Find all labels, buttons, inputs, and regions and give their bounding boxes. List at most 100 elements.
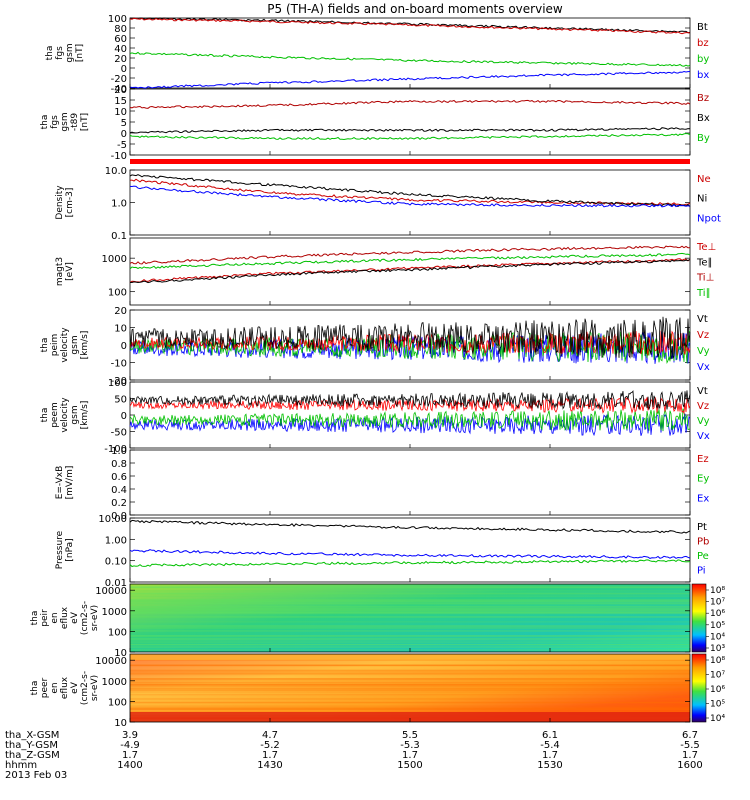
y-axis-label-line: tha	[30, 681, 40, 696]
y-axis-label-line: (cm2-s-	[80, 601, 90, 635]
spectrogram-band	[130, 706, 690, 709]
spectrogram-band	[130, 654, 690, 660]
legend-entry: Pi	[697, 566, 706, 577]
spectrogram-band	[130, 611, 690, 613]
y-axis-label: tha peer en eflux eV (cm2-s-sr-eV)	[30, 671, 100, 705]
legend-entry: Vz	[697, 401, 709, 412]
colorbar-label: 10⁸	[710, 656, 725, 666]
spectrogram-band	[130, 678, 690, 680]
spectrogram-band	[130, 698, 690, 700]
x-axis-value: -5.2	[260, 740, 280, 751]
y-axis-label-line: [km/s]	[80, 331, 90, 360]
colorbar-label: 10⁷	[710, 598, 725, 608]
spectrogram-band	[130, 590, 690, 592]
spectrogram-band	[130, 641, 690, 643]
y-tick-label: 1000	[102, 677, 127, 688]
spectrogram-band	[130, 616, 690, 618]
legend-entry: Ey	[697, 474, 709, 485]
y-tick-label: 100	[108, 627, 127, 638]
spectrogram-band	[130, 602, 690, 605]
legend-entry: bx	[697, 70, 709, 81]
x-axis-value: 6.7	[682, 730, 698, 741]
y-tick-label: 100	[108, 14, 127, 25]
y-tick-label: 0.01	[105, 578, 127, 589]
y-tick-label: -50	[111, 428, 127, 439]
colorbar-label: 10⁷	[710, 671, 725, 681]
y-axis-label: magt3 [eV]	[55, 257, 75, 286]
legend-entry: Bz	[697, 93, 709, 104]
spectrogram-image	[130, 654, 690, 722]
series-line	[129, 258, 691, 284]
colorbar	[691, 653, 707, 723]
y-axis-label-line: en	[50, 682, 60, 693]
y-tick-label: 10000	[95, 656, 127, 667]
series-line	[129, 245, 691, 265]
y-axis-label-line: [eV]	[65, 262, 75, 281]
panel-frame	[129, 381, 691, 449]
y-axis-label-line: [mV/m]	[65, 466, 75, 500]
y-axis-label-line: fgs	[55, 46, 65, 60]
spectrogram-band	[130, 608, 690, 611]
y-axis-label-line: magt3	[55, 257, 65, 286]
y-axis-label-line: peem	[50, 402, 60, 428]
y-axis-label-line: E=-VxB	[55, 466, 65, 500]
colorbar-label: 10³	[710, 644, 725, 654]
y-tick-label: 20	[114, 54, 127, 65]
x-axis-value: 3.9	[122, 730, 138, 741]
y-tick-label: -20	[111, 74, 127, 85]
colorbar-label: 10⁴	[710, 632, 725, 642]
y-tick-label: 100	[108, 378, 127, 389]
legend-entry: Ex	[697, 493, 709, 504]
y-axis-label-line: tha	[45, 46, 55, 61]
spectrogram-band	[130, 673, 690, 676]
legend-entry: By	[697, 133, 710, 144]
y-axis-label-line: [nT]	[80, 113, 90, 131]
x-axis-value: 1530	[537, 760, 562, 771]
x-axis-row-label: tha_X-GSM	[5, 730, 59, 741]
legend-entry: Te∥	[696, 257, 713, 268]
spectrogram-band	[130, 593, 690, 595]
spectrogram-band	[130, 612, 690, 615]
spectrogram-band	[130, 670, 690, 672]
colorbar-label: 10⁵	[710, 621, 725, 631]
y-axis-label-line: gsm	[70, 405, 80, 424]
y-tick-label: 20	[114, 85, 127, 96]
spectrogram-band	[130, 608, 690, 611]
legend-entry: Vt	[697, 314, 708, 325]
spectrogram-band	[130, 701, 690, 704]
flag-bar	[130, 159, 690, 164]
y-axis-label-line: Density	[55, 185, 65, 220]
spectrogram-band	[130, 635, 690, 637]
y-tick-label: -100	[104, 444, 127, 455]
y-axis-label-line: [km/s]	[80, 401, 90, 430]
spectrogram-band	[130, 687, 690, 690]
x-axis-value: -5.3	[400, 740, 420, 751]
series-line	[129, 559, 691, 568]
series-line	[129, 99, 691, 109]
y-tick-label: 10	[114, 718, 127, 729]
y-axis-label-line: [nPa]	[65, 538, 75, 561]
y-tick-label: 50	[114, 395, 127, 406]
spectrogram-band	[130, 626, 690, 628]
y-tick-label: 0	[121, 129, 127, 140]
series-line	[129, 549, 691, 559]
y-axis-label: tha fgs gsm [nT]	[45, 43, 85, 62]
panel-efield: 1.0 0.8 0.6 0.4 0.2 0.0 E=-VxB [mV/m] Ez Ey Ex	[55, 446, 709, 522]
y-axis-label-line: peer	[40, 677, 50, 698]
y-tick-label: 1000	[102, 254, 127, 265]
x-axis-value: 1430	[257, 760, 282, 771]
y-tick-label: 15	[114, 96, 127, 107]
y-axis-label: tha peir en eflux eV (cm2-s-sr-eV)	[30, 601, 100, 635]
spectrogram-band	[130, 643, 690, 646]
y-axis-label-line: tha	[30, 611, 40, 626]
panel-peer_spec: 10⁸ 10⁷ 10⁶ 10⁵ 10⁴ 10000 1000 100 10 tha peer en ef…	[30, 653, 725, 729]
spectrogram-band	[130, 635, 690, 637]
series-line	[129, 519, 691, 534]
y-axis-label-line: gsm	[60, 112, 70, 131]
y-tick-label: 0.4	[111, 485, 127, 496]
y-tick-label: 10	[114, 107, 127, 118]
colorbar-label: 10⁸	[710, 586, 725, 596]
y-tick-label: 100	[108, 697, 127, 708]
